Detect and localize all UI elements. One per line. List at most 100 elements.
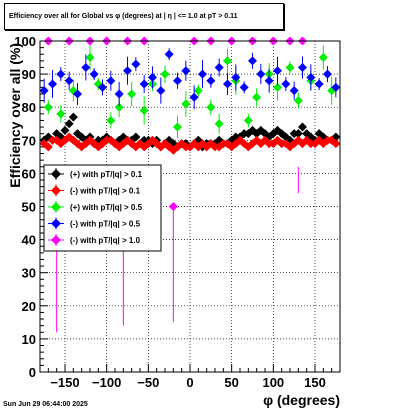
data-point bbox=[273, 82, 282, 92]
data-point bbox=[56, 69, 66, 79]
data-point bbox=[289, 86, 299, 96]
data-point bbox=[98, 82, 107, 92]
data-point bbox=[331, 139, 341, 149]
data-point bbox=[156, 86, 166, 96]
data-point bbox=[64, 76, 74, 86]
data-point bbox=[173, 122, 182, 132]
data-point bbox=[160, 69, 170, 79]
data-point bbox=[106, 76, 116, 86]
x-tick-label: −50 bbox=[137, 375, 159, 390]
data-point bbox=[256, 69, 266, 79]
data-point bbox=[206, 76, 216, 86]
data-point bbox=[43, 102, 53, 112]
data-point bbox=[193, 86, 203, 96]
data-point bbox=[214, 119, 224, 129]
data-point bbox=[73, 89, 82, 99]
data-point bbox=[239, 82, 249, 92]
y-tick-label: 10 bbox=[22, 332, 36, 347]
x-tick-label: 150 bbox=[304, 375, 326, 390]
chart-title: Efficiency over all for Global vs φ (deg… bbox=[4, 3, 284, 30]
y-tick-label: 40 bbox=[22, 233, 36, 248]
data-point bbox=[306, 72, 316, 82]
data-point bbox=[248, 56, 257, 66]
legend-entry: (+) with pT/|q| > 0.1 bbox=[70, 170, 143, 179]
data-point bbox=[139, 79, 149, 89]
legend-marker bbox=[51, 218, 61, 229]
data-point bbox=[131, 59, 141, 69]
x-axis-label: φ (degrees) bbox=[263, 392, 340, 408]
data-point bbox=[89, 69, 99, 79]
y-tick-label: 20 bbox=[22, 299, 36, 314]
data-point bbox=[60, 125, 70, 135]
data-point bbox=[214, 62, 224, 72]
y-tick-label: 0 bbox=[29, 365, 36, 380]
y-tick-label: 30 bbox=[22, 266, 36, 281]
data-point bbox=[189, 92, 199, 102]
data-point bbox=[68, 112, 78, 122]
plot-frame bbox=[39, 40, 341, 373]
legend-marker bbox=[51, 185, 61, 196]
data-point bbox=[273, 66, 282, 76]
data-point bbox=[131, 132, 141, 142]
x-tick-label: 0 bbox=[186, 375, 193, 390]
y-tick-label: 100 bbox=[14, 34, 36, 49]
x-tick-label: −150 bbox=[50, 375, 79, 390]
data-point bbox=[314, 79, 324, 89]
data-point bbox=[323, 69, 332, 79]
data-point bbox=[64, 119, 74, 129]
data-point bbox=[164, 49, 174, 59]
legend-entry: (+) with pT/|q| > 0.5 bbox=[70, 203, 143, 212]
data-point bbox=[231, 72, 241, 82]
data-point bbox=[39, 86, 49, 96]
y-tick-label: 70 bbox=[22, 133, 36, 148]
data-point bbox=[139, 106, 149, 116]
data-point bbox=[243, 115, 253, 125]
timestamp-footer: Sun Jun 29 06:44:00 2025 bbox=[3, 401, 88, 408]
data-point bbox=[293, 129, 303, 139]
data-point bbox=[298, 62, 307, 72]
data-point bbox=[181, 66, 191, 76]
data-point bbox=[223, 56, 232, 66]
data-point bbox=[123, 66, 132, 76]
data-point bbox=[293, 96, 303, 106]
data-point bbox=[81, 62, 91, 72]
legend-box bbox=[43, 164, 162, 252]
data-point bbox=[198, 69, 207, 79]
legend-entry: (-) with pT/|q| > 0.1 bbox=[70, 187, 141, 196]
data-point bbox=[173, 76, 182, 86]
x-tick-label: 50 bbox=[224, 375, 238, 390]
legend-marker bbox=[51, 235, 61, 245]
legend-entry: (-) with pT/|q| > 0.5 bbox=[70, 220, 141, 229]
y-axis-label: Efficiency over all (%) bbox=[7, 43, 23, 188]
y-tick-label: 80 bbox=[22, 100, 36, 115]
data-point bbox=[252, 92, 262, 102]
x-tick-label: 100 bbox=[262, 375, 284, 390]
data-point bbox=[43, 142, 53, 152]
data-point bbox=[281, 79, 291, 89]
y-tick-label: 50 bbox=[22, 200, 36, 215]
data-point bbox=[206, 102, 216, 112]
data-point bbox=[114, 102, 124, 112]
data-point bbox=[56, 139, 66, 149]
data-point bbox=[285, 62, 295, 72]
data-point bbox=[56, 109, 66, 119]
data-point bbox=[106, 115, 116, 125]
data-point bbox=[264, 76, 274, 86]
data-point bbox=[148, 72, 157, 82]
data-point bbox=[181, 99, 191, 109]
x-tick-label: −100 bbox=[92, 375, 121, 390]
legend-marker bbox=[51, 202, 61, 212]
data-point bbox=[223, 79, 232, 89]
data-point bbox=[114, 89, 124, 99]
legend-entry: (-) with pT/|q| > 1.0 bbox=[70, 236, 141, 245]
data-point bbox=[127, 89, 137, 99]
y-tick-label: 60 bbox=[22, 166, 36, 181]
data-point bbox=[85, 53, 95, 63]
legend-marker bbox=[51, 169, 61, 179]
data-point bbox=[48, 79, 57, 89]
data-point bbox=[298, 122, 307, 132]
data-point bbox=[318, 53, 328, 63]
data-point bbox=[331, 82, 341, 92]
y-tick-label: 90 bbox=[22, 67, 36, 82]
